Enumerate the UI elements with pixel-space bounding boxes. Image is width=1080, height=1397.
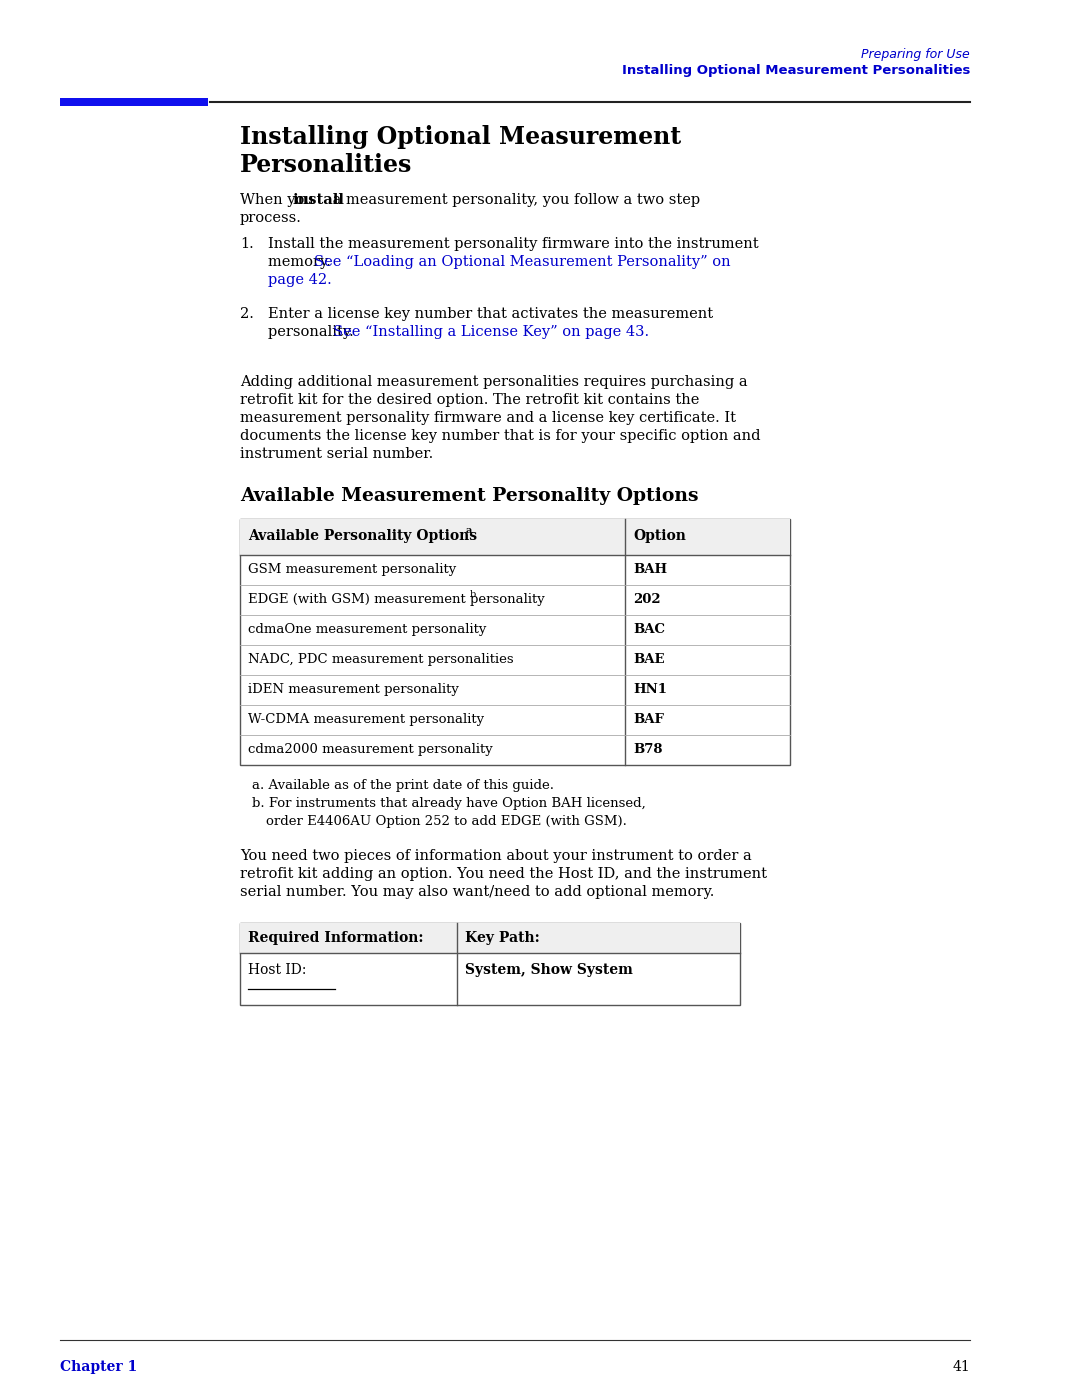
Text: b. For instruments that already have Option BAH licensed,: b. For instruments that already have Opt… [252, 798, 646, 810]
Text: HN1: HN1 [633, 683, 667, 696]
Text: Personalities: Personalities [240, 154, 413, 177]
Text: 2.: 2. [240, 307, 254, 321]
Text: memory.: memory. [268, 256, 336, 270]
Bar [240, 520, 789, 555]
Text: See “Loading an Optional Measurement Personality” on: See “Loading an Optional Measurement Per… [314, 256, 731, 270]
Text: measurement personality firmware and a license key certificate. It: measurement personality firmware and a l… [240, 411, 735, 425]
Text: GSM measurement personality: GSM measurement personality [248, 563, 456, 576]
Text: System, Show System: System, Show System [465, 963, 633, 977]
Text: a: a [465, 527, 472, 535]
Text: personality.: personality. [268, 326, 359, 339]
Text: Preparing for Use: Preparing for Use [861, 47, 970, 61]
Text: Option: Option [633, 529, 686, 543]
Text: serial number. You may also want/need to add optional memory.: serial number. You may also want/need to… [240, 886, 714, 900]
Text: EDGE (with GSM) measurement personality: EDGE (with GSM) measurement personality [248, 592, 544, 606]
Bar [240, 923, 740, 953]
Text: Key Path:: Key Path: [465, 930, 540, 944]
Text: Available Personality Options: Available Personality Options [248, 529, 477, 543]
Text: When you: When you [240, 193, 319, 207]
Text: b: b [470, 590, 476, 599]
Text: Chapter 1: Chapter 1 [60, 1361, 137, 1375]
Text: Enter a license key number that activates the measurement: Enter a license key number that activate… [268, 307, 713, 321]
Text: a measurement personality, you follow a two step: a measurement personality, you follow a … [328, 193, 700, 207]
Text: W-CDMA measurement personality: W-CDMA measurement personality [248, 712, 484, 726]
Text: cdma2000 measurement personality: cdma2000 measurement personality [248, 743, 492, 756]
Text: See “Installing a License Key” on page 43.: See “Installing a License Key” on page 4… [333, 326, 649, 339]
Text: 1.: 1. [240, 237, 254, 251]
Text: install: install [292, 193, 345, 207]
Text: instrument serial number.: instrument serial number. [240, 447, 433, 461]
Text: Host ID:: Host ID: [248, 963, 307, 977]
Text: NADC, PDC measurement personalities: NADC, PDC measurement personalities [248, 652, 514, 666]
Text: 41: 41 [953, 1361, 970, 1375]
Text: Installing Optional Measurement Personalities: Installing Optional Measurement Personal… [622, 64, 970, 77]
Text: order E4406AU Option 252 to add EDGE (with GSM).: order E4406AU Option 252 to add EDGE (wi… [266, 814, 626, 828]
Text: BAE: BAE [633, 652, 664, 666]
Text: retrofit kit adding an option. You need the Host ID, and the instrument: retrofit kit adding an option. You need … [240, 868, 767, 882]
Text: Required Information:: Required Information: [248, 930, 423, 944]
Text: BAH: BAH [633, 563, 667, 576]
Text: page 42.: page 42. [268, 272, 332, 286]
Text: Installing Optional Measurement: Installing Optional Measurement [240, 124, 681, 149]
Text: documents the license key number that is for your specific option and: documents the license key number that is… [240, 429, 760, 443]
Bar [60, 98, 208, 106]
Text: B78: B78 [633, 743, 662, 756]
Text: BAC: BAC [633, 623, 665, 636]
Text: a. Available as of the print date of this guide.: a. Available as of the print date of thi… [252, 780, 554, 792]
Text: Available Measurement Personality Options: Available Measurement Personality Option… [240, 488, 699, 504]
Text: You need two pieces of information about your instrument to order a: You need two pieces of information about… [240, 849, 752, 863]
Text: 202: 202 [633, 592, 661, 606]
Text: retrofit kit for the desired option. The retrofit kit contains the: retrofit kit for the desired option. The… [240, 393, 700, 407]
Text: process.: process. [240, 211, 302, 225]
Bar [240, 923, 740, 1004]
Text: Install the measurement personality firmware into the instrument: Install the measurement personality firm… [268, 237, 758, 251]
Text: iDEN measurement personality: iDEN measurement personality [248, 683, 459, 696]
Text: Adding additional measurement personalities requires purchasing a: Adding additional measurement personalit… [240, 374, 747, 388]
Text: cdmaOne measurement personality: cdmaOne measurement personality [248, 623, 486, 636]
Text: BAF: BAF [633, 712, 664, 726]
Bar [240, 520, 789, 766]
